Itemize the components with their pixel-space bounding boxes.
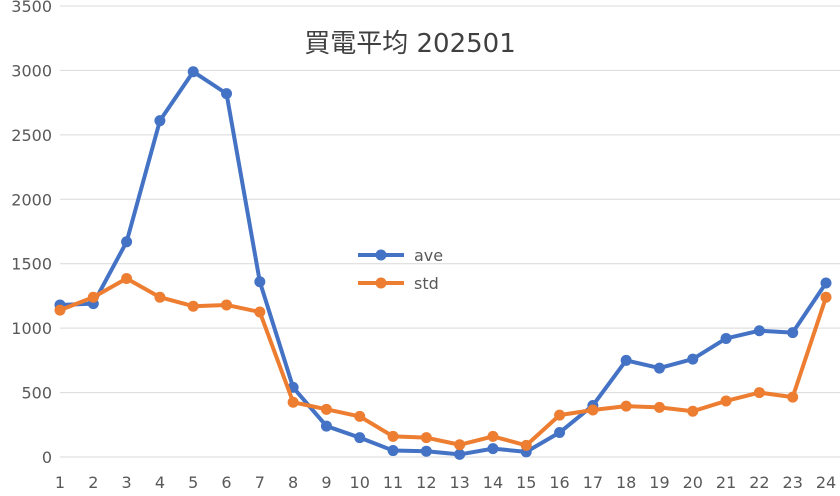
data-point-std bbox=[454, 439, 466, 451]
x-tick-label: 9 bbox=[321, 473, 331, 492]
data-point-std bbox=[354, 410, 366, 422]
x-tick-label: 20 bbox=[683, 473, 703, 492]
x-tick-label: 14 bbox=[483, 473, 503, 492]
x-tick-label: 7 bbox=[255, 473, 265, 492]
data-point-std bbox=[187, 300, 199, 312]
x-tick-label: 2 bbox=[88, 473, 98, 492]
data-point-std bbox=[687, 405, 699, 417]
data-point-ave bbox=[387, 445, 399, 457]
x-tick-label: 22 bbox=[749, 473, 769, 492]
x-tick-label: 21 bbox=[716, 473, 736, 492]
data-point-std bbox=[420, 432, 432, 444]
data-point-std bbox=[487, 430, 499, 442]
legend-label-ave: ave bbox=[414, 246, 443, 265]
x-tick-label: 6 bbox=[221, 473, 231, 492]
data-point-ave bbox=[154, 115, 166, 127]
data-point-std bbox=[720, 395, 732, 407]
data-point-ave bbox=[221, 88, 233, 100]
data-point-std bbox=[54, 304, 66, 316]
x-tick-label: 4 bbox=[155, 473, 165, 492]
data-point-ave bbox=[820, 277, 832, 289]
data-point-ave bbox=[720, 332, 732, 344]
y-tick-label: 0 bbox=[42, 448, 52, 467]
data-point-ave bbox=[420, 445, 432, 457]
data-point-std bbox=[653, 401, 665, 413]
data-point-ave bbox=[121, 236, 133, 248]
x-tick-label: 13 bbox=[449, 473, 469, 492]
series-line-std bbox=[58, 276, 828, 448]
y-tick-label: 1500 bbox=[11, 255, 52, 274]
data-point-ave bbox=[187, 66, 199, 78]
legend-marker-std bbox=[375, 277, 387, 289]
series-line-ave bbox=[58, 69, 828, 457]
data-point-std bbox=[287, 396, 299, 408]
y-tick-label: 2000 bbox=[11, 190, 52, 209]
x-tick-label: 3 bbox=[122, 473, 132, 492]
data-point-ave bbox=[487, 443, 499, 455]
x-tick-label: 19 bbox=[649, 473, 669, 492]
data-point-std bbox=[121, 273, 133, 285]
data-point-ave bbox=[254, 276, 266, 288]
data-point-ave bbox=[787, 327, 799, 339]
x-tick-label: 16 bbox=[549, 473, 569, 492]
y-tick-label: 2500 bbox=[11, 126, 52, 145]
gridlines bbox=[60, 5, 840, 458]
x-tick-label: 24 bbox=[816, 473, 836, 492]
x-tick-label: 5 bbox=[188, 473, 198, 492]
data-point-ave bbox=[454, 448, 466, 460]
data-point-std bbox=[221, 299, 233, 311]
data-point-std bbox=[554, 409, 566, 421]
y-tick-label: 3500 bbox=[11, 0, 52, 16]
data-point-ave bbox=[653, 362, 665, 374]
x-tick-label: 10 bbox=[350, 473, 370, 492]
data-point-std bbox=[753, 387, 765, 399]
series-lines bbox=[54, 66, 832, 460]
data-point-std bbox=[254, 306, 266, 318]
data-point-ave bbox=[320, 420, 332, 432]
x-tick-label: 15 bbox=[516, 473, 536, 492]
data-point-std bbox=[387, 430, 399, 442]
x-tick-label: 1 bbox=[55, 473, 65, 492]
y-tick-label: 3000 bbox=[11, 61, 52, 80]
data-point-ave bbox=[554, 427, 566, 439]
data-point-std bbox=[587, 404, 599, 416]
y-tick-label: 500 bbox=[21, 384, 52, 403]
x-axis-tick-labels: 1 2 3 4 5 6 7 8 9 10 11 12 13 14 15 16 17 18 19 20 21 22 23 24 bbox=[55, 473, 836, 492]
chart-title: 買電平均 202501 bbox=[304, 29, 516, 59]
x-tick-label: 8 bbox=[288, 473, 298, 492]
y-axis-tick-labels: 0 500 1000 1500 2000 2500 3000 3500 bbox=[11, 0, 52, 467]
x-tick-label: 23 bbox=[783, 473, 803, 492]
data-point-std bbox=[620, 400, 632, 412]
legend-label-std: std bbox=[414, 274, 439, 293]
data-point-std bbox=[87, 291, 99, 303]
x-tick-label: 11 bbox=[383, 473, 403, 492]
data-point-ave bbox=[620, 354, 632, 366]
data-point-std bbox=[820, 291, 832, 303]
data-point-ave bbox=[687, 353, 699, 365]
data-point-ave bbox=[354, 432, 366, 444]
data-point-std bbox=[787, 391, 799, 403]
data-point-ave bbox=[753, 325, 765, 337]
legend-marker-ave bbox=[375, 249, 387, 261]
x-tick-label: 17 bbox=[583, 473, 603, 492]
legend: ave std bbox=[358, 246, 443, 293]
y-tick-label: 1000 bbox=[11, 319, 52, 338]
data-point-std bbox=[320, 403, 332, 415]
x-tick-label: 12 bbox=[416, 473, 436, 492]
x-tick-label: 18 bbox=[616, 473, 636, 492]
data-point-std bbox=[520, 439, 532, 451]
data-point-std bbox=[154, 291, 166, 303]
